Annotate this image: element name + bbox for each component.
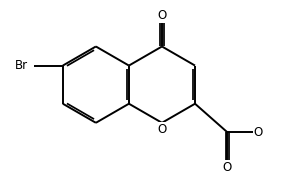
Text: Br: Br — [15, 59, 28, 72]
Text: O: O — [253, 126, 263, 139]
Text: O: O — [157, 123, 167, 136]
Text: O: O — [223, 161, 232, 174]
Text: O: O — [157, 9, 167, 22]
